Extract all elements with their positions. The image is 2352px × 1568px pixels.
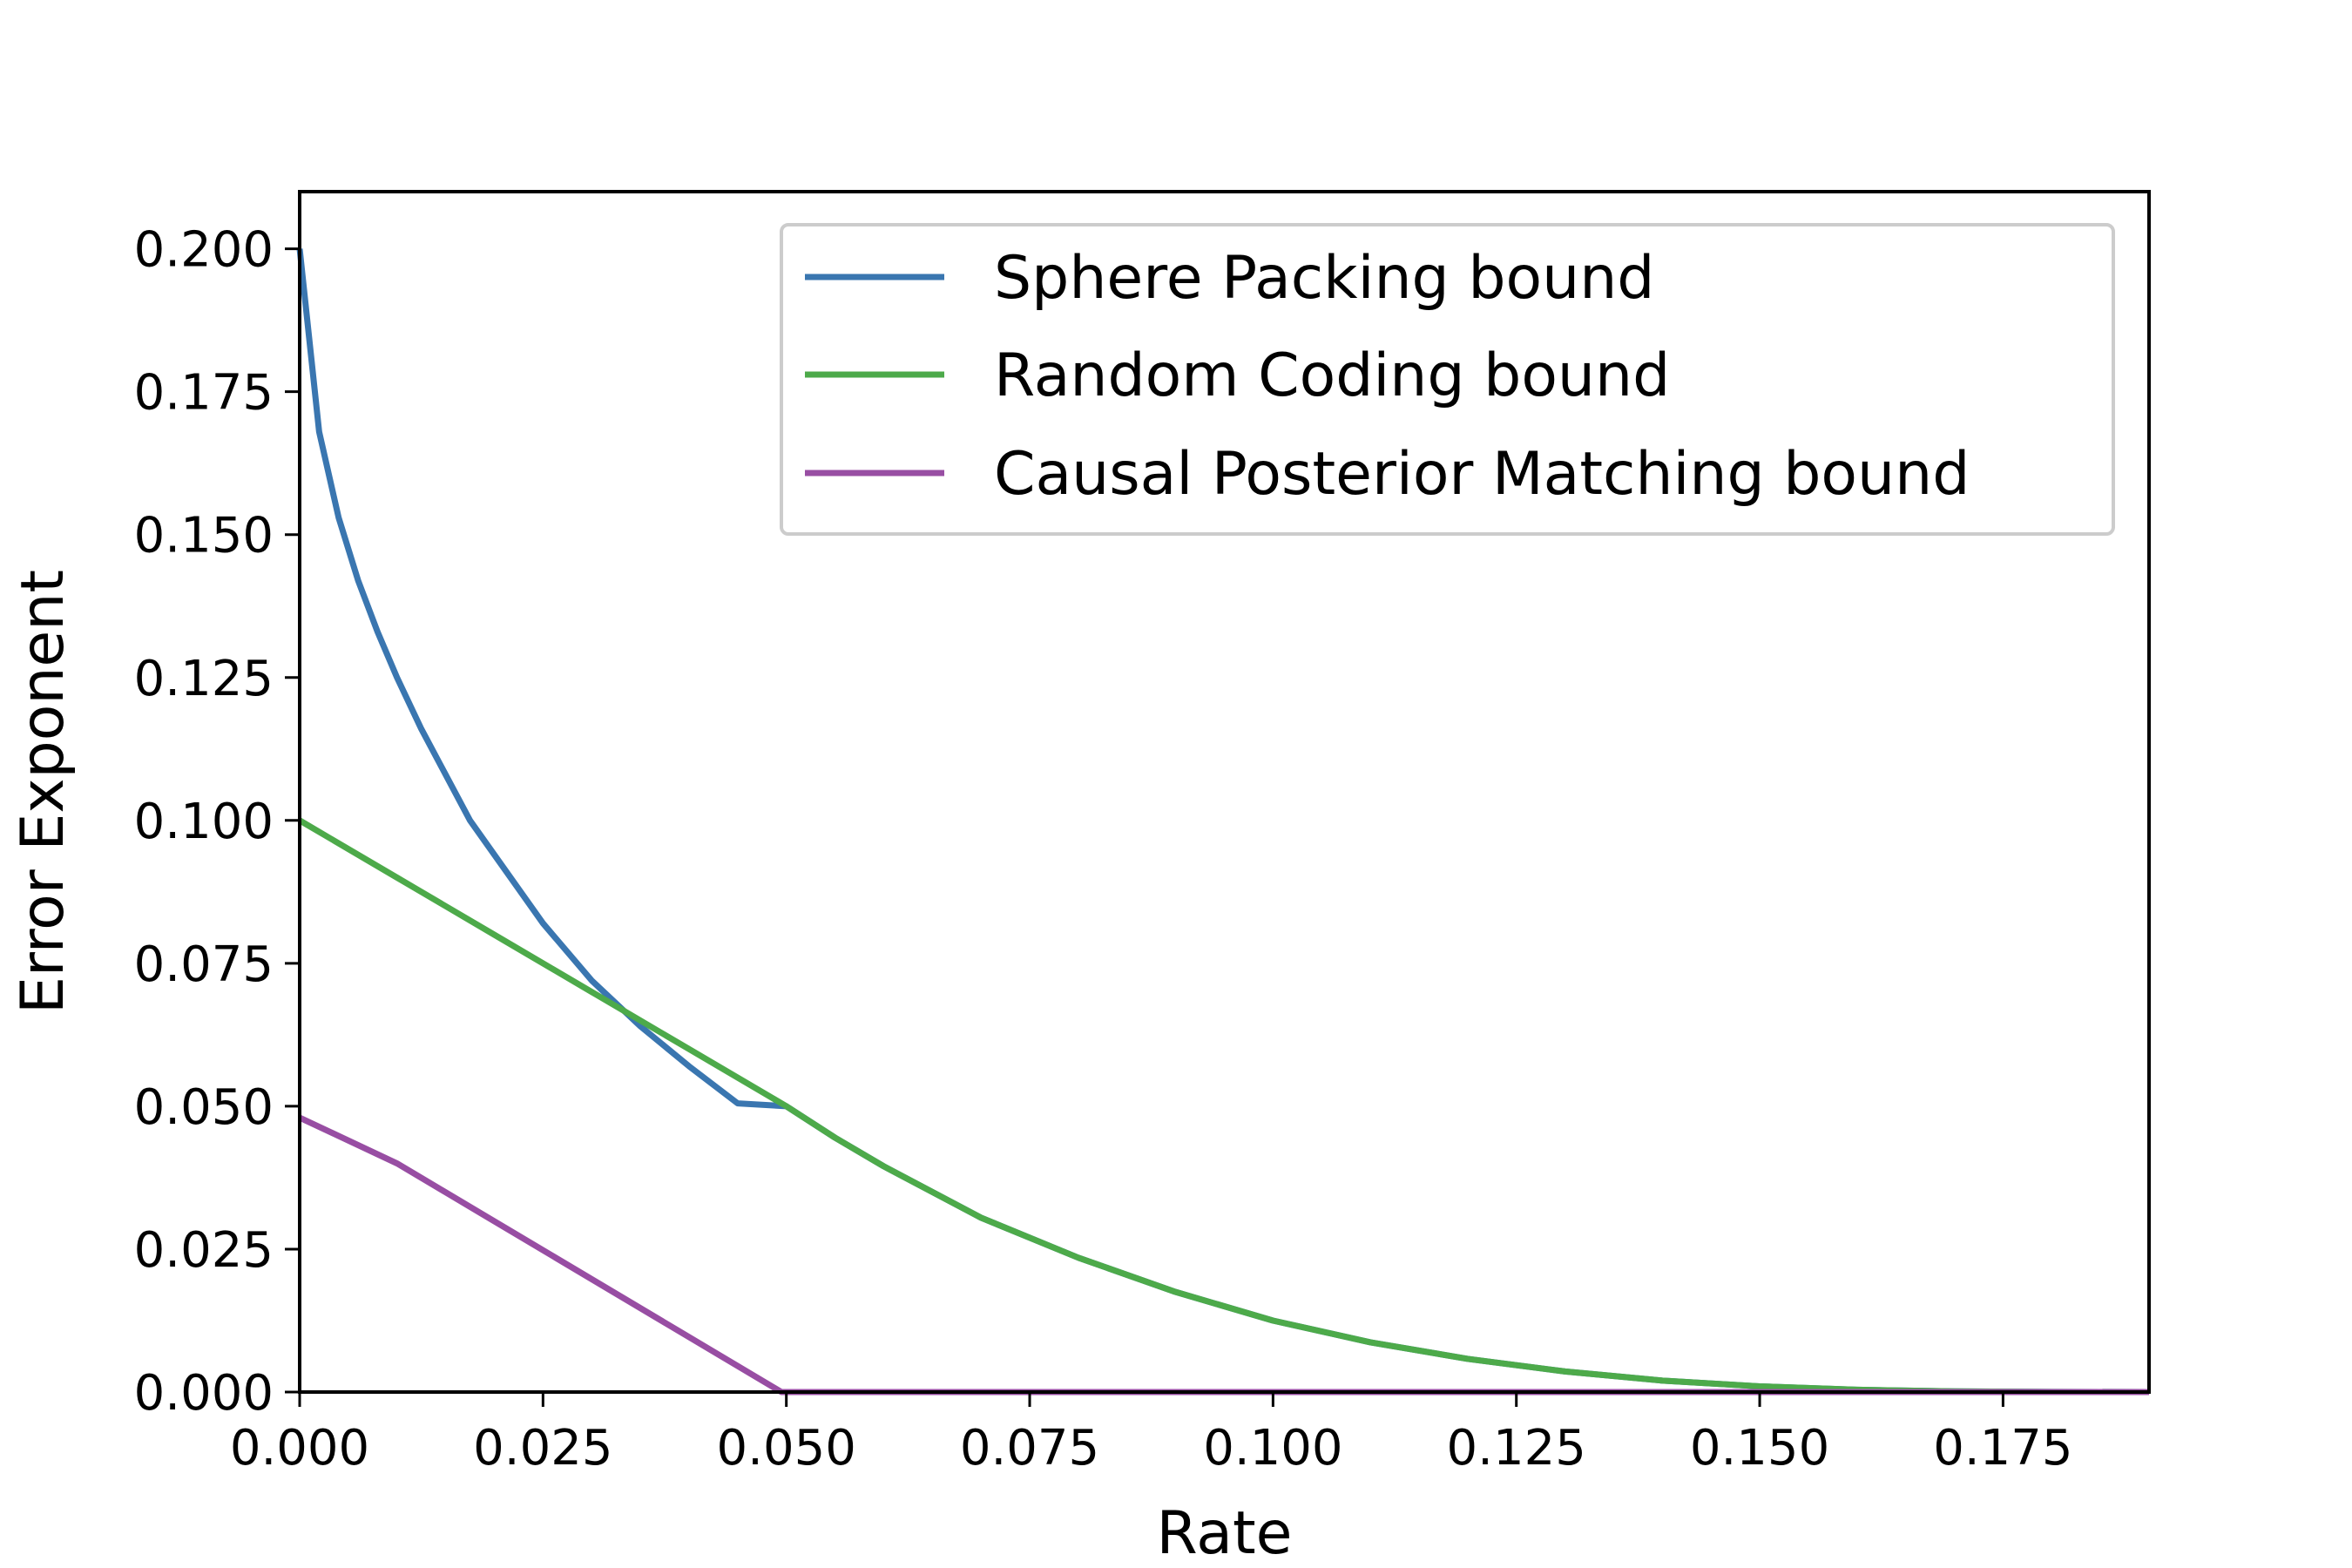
y-axis-label: Error Exponent (9, 570, 78, 1014)
legend-label-sphere-packing: Sphere Packing bound (994, 244, 1654, 313)
y-tick-label-0-150: 0.150 (134, 508, 274, 564)
y-tick-label-0-025: 0.025 (134, 1222, 274, 1279)
x-tick-label-0-125: 0.125 (1447, 1420, 1586, 1477)
plot-area-frame (298, 190, 2151, 1394)
y-axis: 0.000 0.025 0.050 0.075 0.100 0.125 0.150 0.175… (134, 222, 300, 1422)
x-tick-label-0-025: 0.025 (473, 1420, 612, 1477)
x-tick-label-0-150: 0.150 (1690, 1420, 1829, 1477)
y-tick-label-0-075: 0.075 (134, 936, 274, 993)
y-tick-label-0-200: 0.200 (134, 222, 274, 279)
y-tick-label-0-125: 0.125 (134, 651, 274, 707)
y-tick-label-0-100: 0.100 (134, 794, 274, 850)
x-axis-label: Rate (1157, 1499, 1293, 1568)
x-axis: 0.000 0.025 0.050 0.075 0.100 0.125 0.150 0.175 (230, 1392, 2073, 1477)
legend-label-random-coding: Random Coding bound (994, 341, 1670, 410)
legend: Sphere Packing bound Random Coding bound… (780, 223, 2115, 536)
x-tick-label-0-050: 0.050 (717, 1420, 856, 1477)
series-line-random-coding-bound (298, 817, 2150, 1396)
x-tick-label-0-175: 0.175 (1933, 1420, 2072, 1477)
series-line-causal-posterior-matching-bound (298, 1114, 2149, 1396)
legend-box (780, 223, 2115, 536)
y-tick-label-0-050: 0.050 (134, 1079, 274, 1136)
x-tick-label-0-075: 0.075 (960, 1420, 1099, 1477)
y-tick-label-0-175: 0.175 (134, 365, 274, 422)
x-tick-label-0-100: 0.100 (1203, 1420, 1342, 1477)
x-tick-label-0-000: 0.000 (230, 1420, 369, 1477)
legend-label-causal-posterior-matching: Causal Posterior Matching bound (994, 440, 1970, 509)
y-tick-label-0-000: 0.000 (134, 1365, 274, 1422)
